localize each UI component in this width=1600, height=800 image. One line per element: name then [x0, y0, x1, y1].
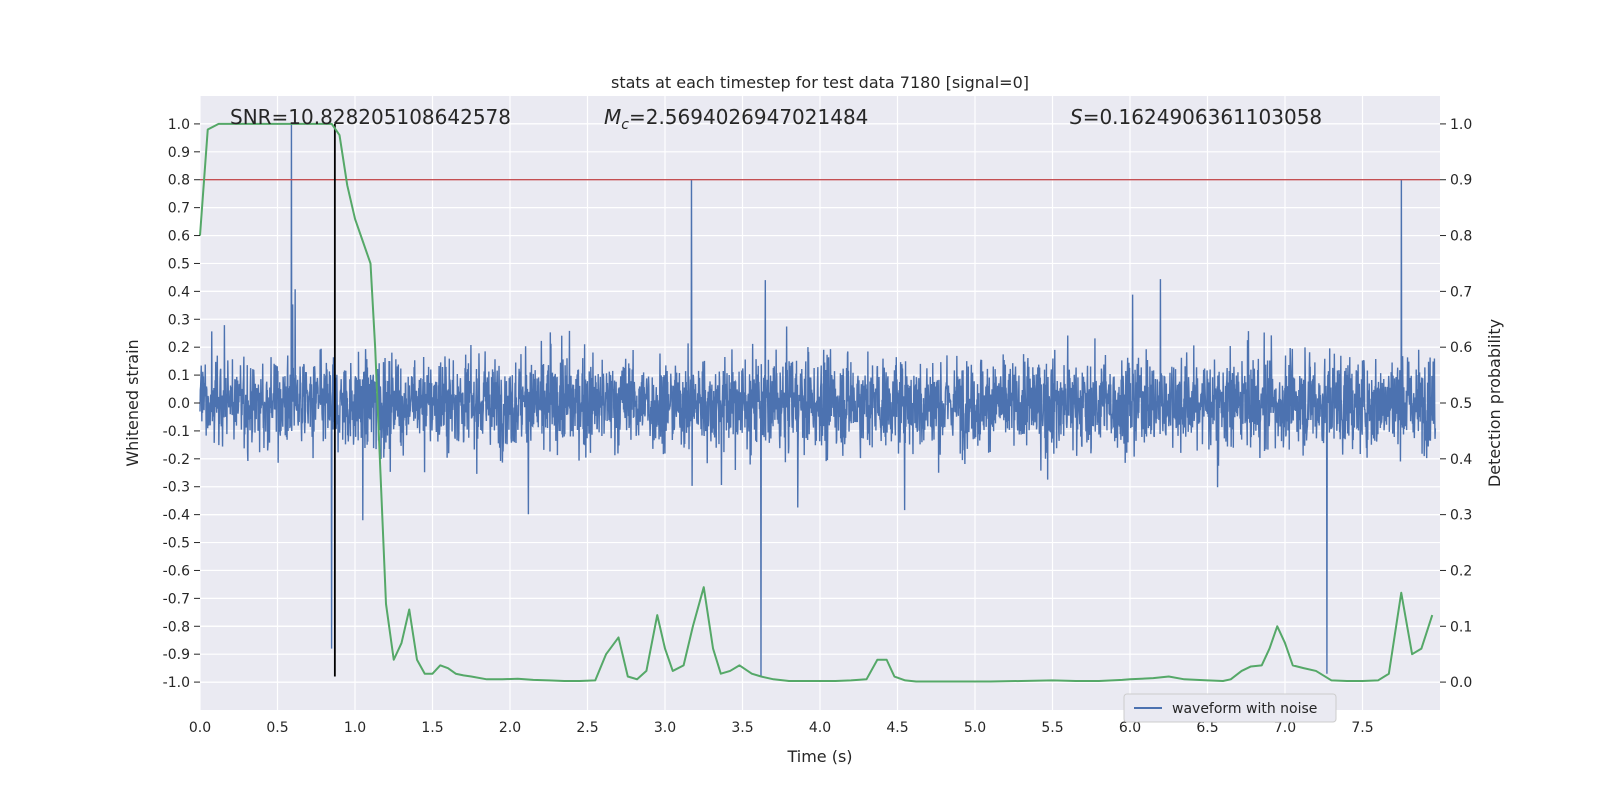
x-tick-2: 1.0	[344, 720, 366, 736]
y-tick-15: 0.5	[168, 256, 190, 272]
y-tick-4: -0.6	[163, 563, 190, 579]
y-right-tick-2: 0.2	[1450, 563, 1472, 579]
x-tick-13: 6.5	[1196, 720, 1218, 736]
y-right-tick-10: 1.0	[1450, 117, 1472, 133]
probability-line	[199, 122, 1434, 683]
chirp-mass-value: =2.5694026947021484	[629, 105, 868, 129]
chirp-mass-subscript: c	[621, 117, 629, 133]
y-right-tick-1: 0.1	[1450, 619, 1472, 635]
x-tick-labels: 0.0 0.5 1.0 1.5 2.0 2.5 3.0 3.5 4.0 4.5 5.0 5.5 6.0 6…	[189, 720, 1374, 736]
y-right-tick-4: 0.4	[1450, 452, 1472, 468]
probability-series	[199, 122, 1434, 683]
y-tick-5: -0.5	[163, 536, 190, 552]
y-right-tick-3: 0.3	[1450, 508, 1472, 524]
y-right-tick-7: 0.7	[1450, 284, 1472, 300]
x-tick-7: 3.5	[731, 720, 753, 736]
y-tick-16: 0.6	[168, 229, 190, 245]
y-tick-14: 0.4	[168, 284, 190, 300]
x-tick-14: 7.0	[1274, 720, 1296, 736]
waveform-line	[199, 123, 1437, 677]
y-tick-18: 0.8	[168, 173, 190, 189]
legend-box	[1123, 693, 1337, 723]
snr-annotation: SNR=10.828205108642578	[230, 105, 511, 129]
waveform-series	[199, 123, 1437, 677]
x-tick-10: 5.0	[964, 720, 986, 736]
y-right-axis-label: Detection probability	[1485, 319, 1504, 487]
x-tick-0: 0.0	[189, 720, 211, 736]
y-tick-2: -0.8	[163, 619, 190, 635]
x-axis-label: Time (s)	[786, 747, 852, 766]
x-tick-1: 0.5	[266, 720, 288, 736]
x-tick-4: 2.0	[499, 720, 521, 736]
y-tick-20: 1.0	[168, 117, 190, 133]
y-tick-19: 0.9	[168, 145, 190, 161]
x-tick-8: 4.0	[809, 720, 831, 736]
y-right-tick-6: 0.6	[1450, 340, 1472, 356]
s-value: =0.1624906361103058	[1083, 105, 1322, 129]
y-tick-7: -0.3	[163, 480, 190, 496]
y-tick-11: 0.1	[168, 368, 190, 384]
y-right-tick-8: 0.8	[1450, 229, 1472, 245]
chart-title: stats at each timestep for test data 718…	[611, 73, 1029, 92]
y-tick-13: 0.3	[168, 312, 190, 328]
y-right-tick-5: 0.5	[1450, 396, 1472, 412]
y-tick-labels: -1.0 -0.9 -0.8 -0.7 -0.6 -0.5 -0.4 -0.3 -0.2 -0.1…	[163, 117, 200, 691]
chirp-mass-symbol: M	[604, 105, 621, 129]
y-tick-12: 0.2	[168, 340, 190, 356]
y-tick-0: -1.0	[163, 675, 190, 691]
y-tick-8: -0.2	[163, 452, 190, 468]
y-right-tick-0: 0.0	[1450, 675, 1472, 691]
s-annotation: S=0.1624906361103058	[1070, 105, 1322, 129]
y-tick-3: -0.7	[163, 591, 190, 607]
chirp-mass-annotation: Mc=2.5694026947021484	[604, 105, 868, 133]
y-tick-9: -0.1	[163, 424, 190, 440]
x-tick-15: 7.5	[1351, 720, 1373, 736]
y-tick-17: 0.7	[168, 201, 190, 217]
y-tick-6: -0.4	[163, 508, 190, 524]
x-tick-9: 4.5	[886, 720, 908, 736]
legend: waveform with noise	[1123, 693, 1337, 723]
y-axis-label: Whitened strain	[123, 339, 142, 466]
legend-label: waveform with noise	[1172, 701, 1317, 717]
x-tick-11: 5.5	[1041, 720, 1063, 736]
x-tick-12: 6.0	[1119, 720, 1141, 736]
y-right-tick-labels: 0.0 0.1 0.2 0.3 0.4 0.5 0.6 0.7 0.8 0.9 1.0	[1440, 117, 1472, 691]
s-symbol: S	[1070, 105, 1083, 129]
y-tick-10: 0.0	[168, 396, 190, 412]
x-tick-3: 1.5	[421, 720, 443, 736]
x-tick-6: 3.0	[654, 720, 676, 736]
x-tick-5: 2.5	[576, 720, 598, 736]
y-tick-1: -0.9	[163, 647, 190, 663]
y-right-tick-9: 0.9	[1450, 173, 1472, 189]
